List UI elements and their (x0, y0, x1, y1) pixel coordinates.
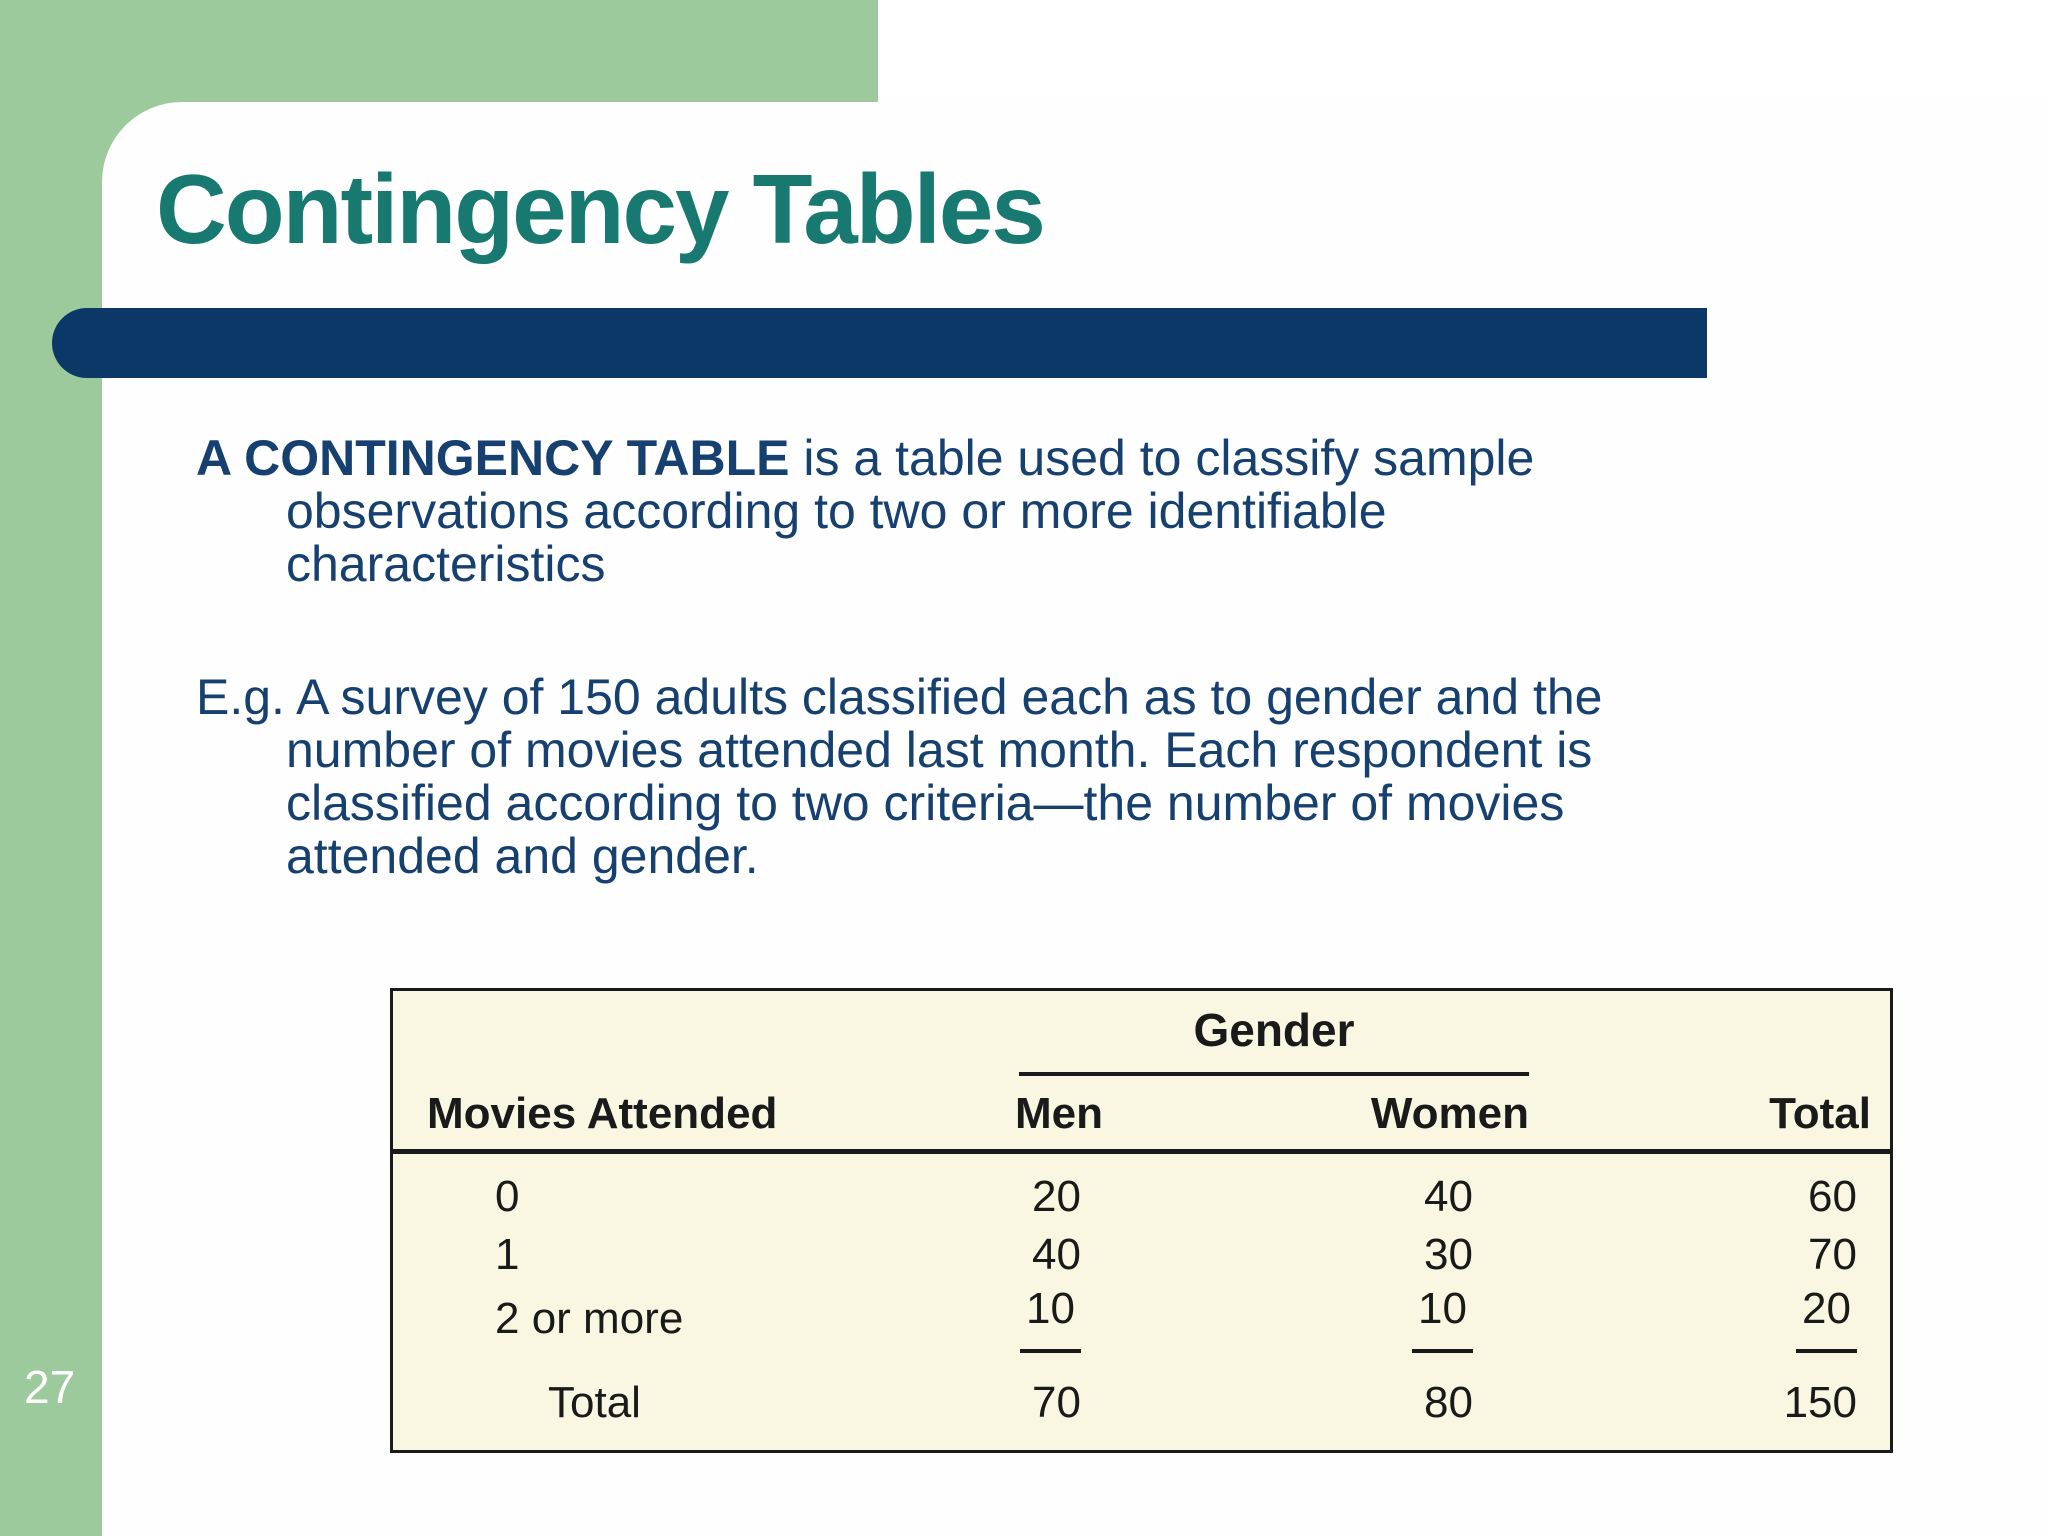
column-header-movies-attended: Movies Attended (427, 1089, 778, 1138)
cell-total: 60 (1808, 1172, 1857, 1221)
cell-women: 30 (1424, 1230, 1473, 1279)
example-line-3: classified according to two criteria—the… (286, 775, 1565, 831)
cell-women: 80 (1424, 1378, 1473, 1427)
column-header-women: Women (1370, 1089, 1529, 1138)
slide-body: A CONTINGENCY TABLE is a table used to c… (196, 432, 1846, 883)
example-line-1: E.g. A survey of 150 adults classified e… (196, 669, 1603, 725)
definition-line-1-rest: is a table used to classify sample (789, 430, 1535, 486)
cell-men: 70 (1032, 1378, 1081, 1427)
left-green-strip (0, 0, 102, 1536)
table-row: 2 or more 10 10 20 (393, 1284, 1890, 1353)
example-paragraph: E.g. A survey of 150 adults classified e… (196, 671, 1846, 883)
definition-paragraph: A CONTINGENCY TABLE is a table used to c… (196, 432, 1846, 591)
cell-men: 40 (1032, 1230, 1081, 1279)
column-header-total: Total (1769, 1089, 1871, 1138)
title-accent-bar (52, 308, 1707, 378)
summed-value-underline: 10 (1412, 1284, 1473, 1353)
contingency-table: Gender Movies Attended Men Women Total 0… (390, 988, 1893, 1453)
summed-value-underline: 10 (1020, 1284, 1081, 1353)
cell-total: 150 (1783, 1378, 1857, 1427)
example-line-4: attended and gender. (286, 828, 759, 884)
slide-title: Contingency Tables (156, 154, 1046, 264)
page-number: 27 (24, 1361, 76, 1413)
row-label: 1 (495, 1230, 520, 1279)
gender-spanner-rule (1019, 1072, 1529, 1076)
table-total-row: Total 70 80 150 (393, 1374, 1890, 1432)
gender-spanner-label: Gender (1193, 1004, 1355, 1056)
row-label: Total (548, 1378, 641, 1427)
cell-men: 20 (1032, 1172, 1081, 1221)
table-header: Gender Movies Attended Men Women Total (393, 991, 1890, 1154)
cell-women: 40 (1424, 1172, 1473, 1221)
top-green-band (0, 0, 878, 102)
row-label: 2 or more (495, 1293, 684, 1343)
column-header-men: Men (1015, 1089, 1103, 1138)
definition-term: A CONTINGENCY TABLE (196, 430, 790, 486)
cell-total: 70 (1808, 1230, 1857, 1279)
column-header-row: Movies Attended Men Women Total (393, 1089, 1890, 1139)
cell-total: 20 (1473, 1284, 1857, 1353)
definition-line-2: observations according to two or more id… (286, 483, 1387, 539)
table-row: 1 40 30 70 (393, 1226, 1890, 1284)
definition-line-1: A CONTINGENCY TABLE is a table used to c… (196, 432, 1846, 485)
summed-value-underline: 20 (1796, 1284, 1857, 1353)
table-row: 0 20 40 60 (393, 1168, 1890, 1226)
example-line-2: number of movies attended last month. Ea… (286, 722, 1593, 778)
definition-line-3: characteristics (286, 536, 606, 592)
cell-women: 10 (1081, 1284, 1473, 1353)
cell-men: 10 (953, 1284, 1081, 1353)
row-label: 0 (495, 1172, 520, 1221)
